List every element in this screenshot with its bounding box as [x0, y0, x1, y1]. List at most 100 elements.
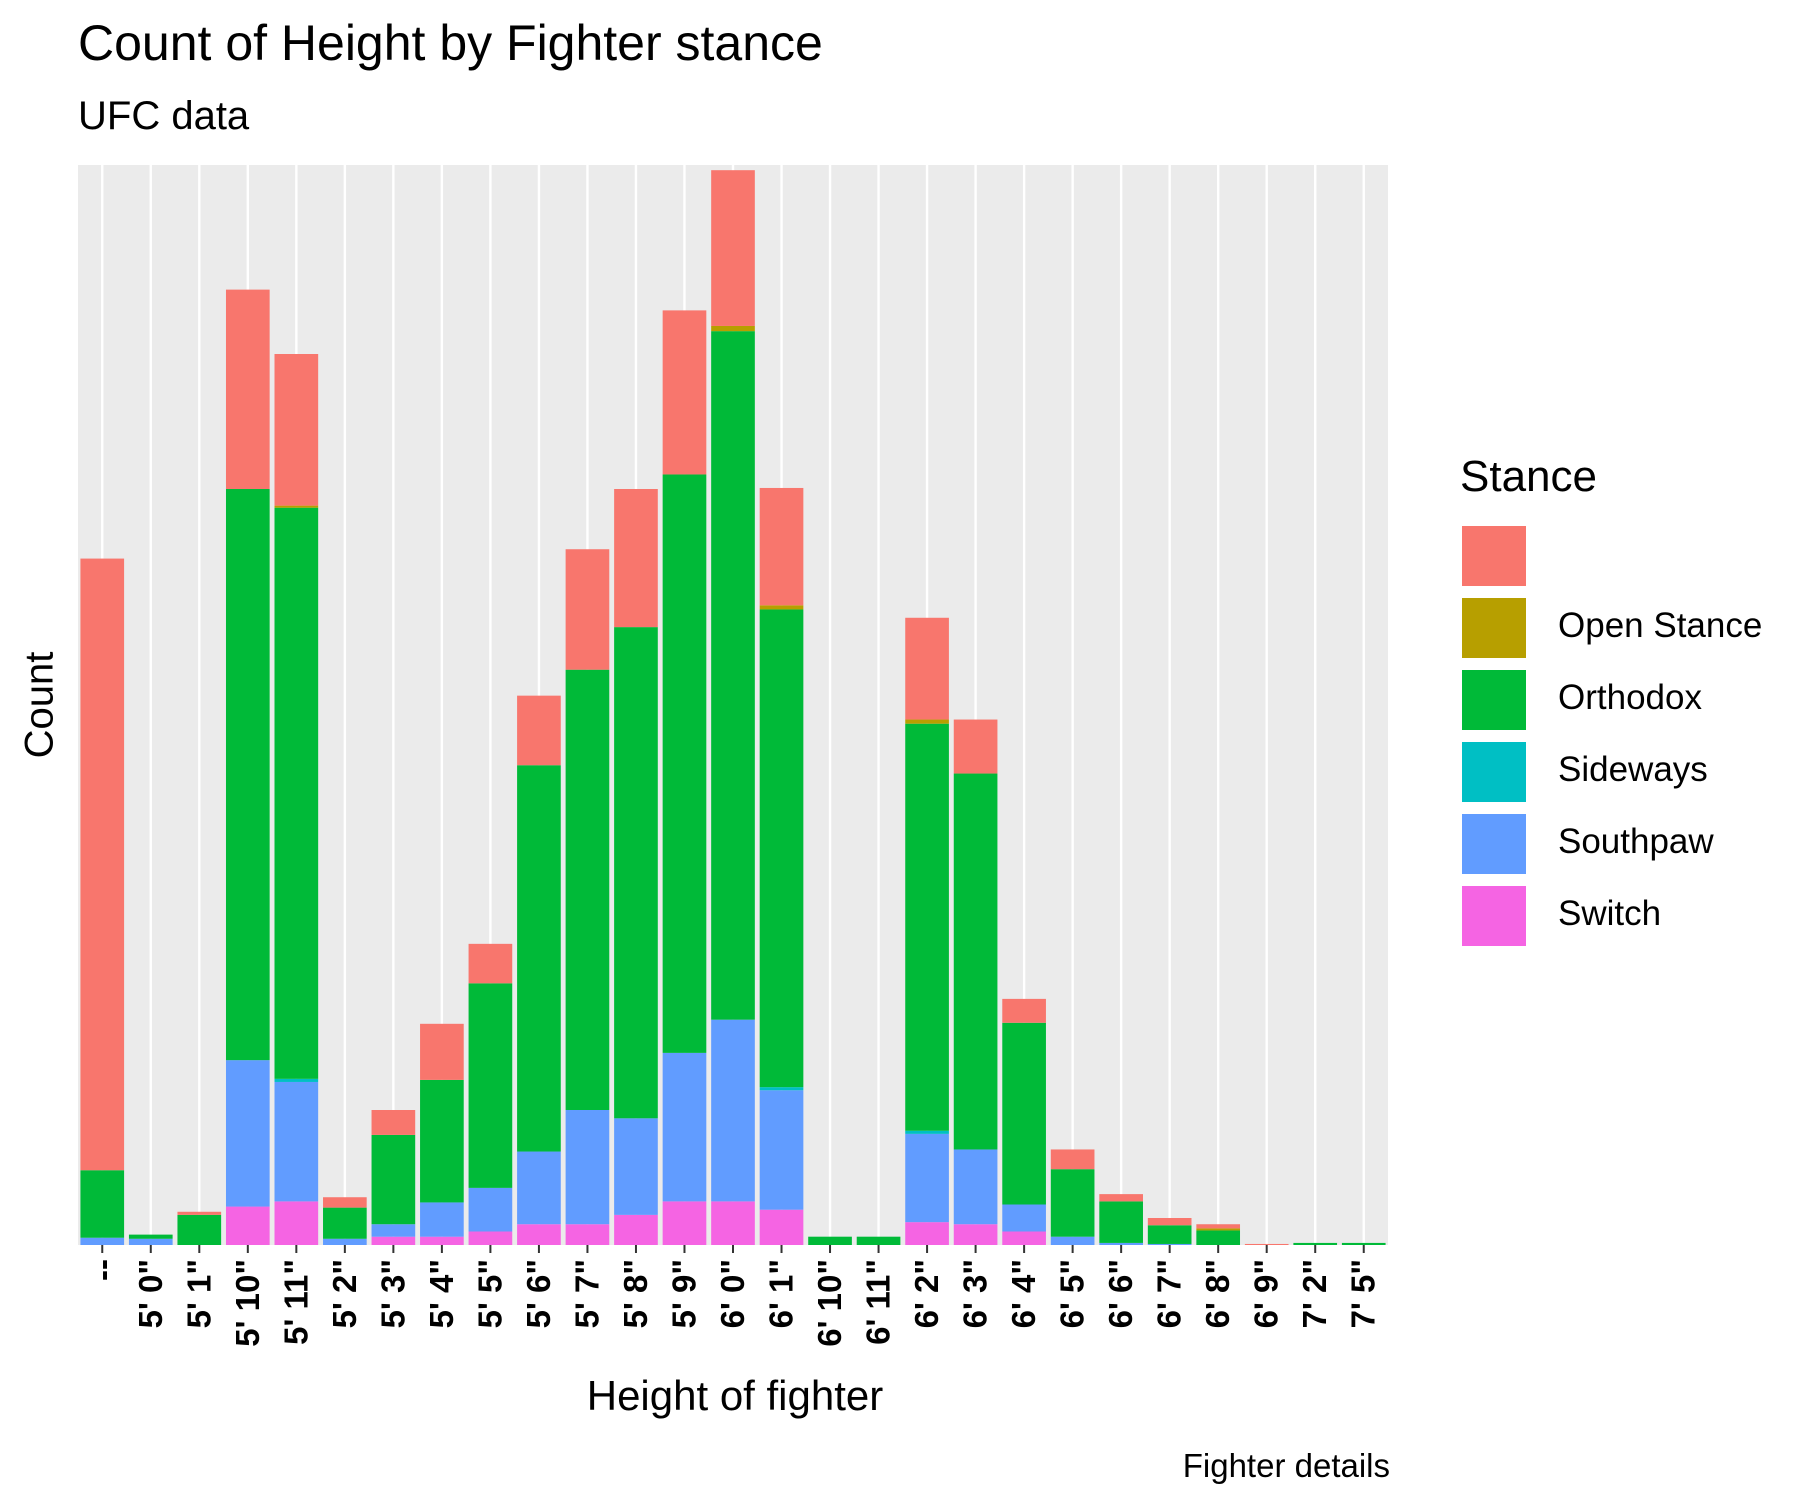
bar-segment: [662, 474, 707, 1053]
bar-segment: [1147, 1225, 1192, 1244]
legend-item: Southpaw: [1460, 808, 1780, 880]
x-tick-label: 5' 7": [568, 1259, 605, 1328]
bar-segment: [517, 1151, 561, 1225]
bar-segment: [1196, 1224, 1241, 1229]
bar-segment: [517, 765, 561, 1152]
bar-segment: [371, 1224, 416, 1237]
bar-segment: [759, 1087, 804, 1091]
bar-segment: [323, 1238, 367, 1245]
legend-label: Orthodox: [1558, 678, 1702, 717]
bar-segment: [1002, 1022, 1046, 1205]
bar-segment: [80, 1237, 125, 1245]
bar-segment: [468, 1187, 513, 1232]
x-tick-label: 6' 3": [957, 1259, 994, 1328]
bar-segment: [225, 489, 270, 1061]
bar-segment: [905, 1222, 949, 1245]
bar-segment: [177, 1214, 222, 1245]
x-tick-label: 5' 1": [180, 1259, 217, 1328]
x-tick-label: 5' 0": [132, 1259, 169, 1328]
chart-title: Count of Height by Fighter stance: [78, 15, 823, 71]
x-tick-label: 6' 5": [1054, 1259, 1091, 1328]
bar-segment: [759, 609, 804, 1088]
x-tick-label: 5' 3": [374, 1259, 411, 1328]
x-tick-label: 6' 1": [763, 1259, 800, 1328]
x-tick-label: 5' 8": [617, 1259, 654, 1328]
x-tick-label: 7' 2": [1296, 1259, 1333, 1328]
legend-key-swatch: [1460, 812, 1528, 876]
bar-segment: [759, 605, 804, 610]
legend-key-swatch: [1460, 668, 1528, 732]
bar-segment: [953, 719, 998, 774]
bar-segment: [177, 1211, 222, 1215]
legend-key-swatch: [1460, 740, 1528, 804]
x-tick-label: 6' 11": [860, 1259, 897, 1345]
x-tick-label: 7' 5": [1345, 1259, 1382, 1328]
bar-segment: [420, 1202, 464, 1237]
bar-segment: [468, 943, 513, 984]
bar-segment: [420, 1023, 464, 1080]
bar-segment: [323, 1207, 367, 1239]
bar-segment: [662, 1052, 707, 1202]
bar-segment: [953, 1149, 998, 1225]
bar-segment: [371, 1134, 416, 1225]
x-tick-label: 5' 2": [326, 1259, 363, 1328]
bar-segment: [1002, 1231, 1046, 1245]
bar-segment: [1196, 1230, 1241, 1245]
legend-label: Southpaw: [1558, 822, 1714, 861]
legend-key-swatch: [1460, 596, 1528, 660]
bar-segment: [468, 983, 513, 1188]
bar-segment: [420, 1236, 464, 1245]
x-axis-label: Height of fighter: [586, 1372, 884, 1419]
bar-segment: [905, 723, 949, 1131]
bar-segment: [225, 1060, 270, 1207]
x-tick-label: 6' 7": [1151, 1259, 1188, 1328]
bar-segment: [1002, 998, 1046, 1023]
bar-segment: [517, 1224, 561, 1245]
bar-segment: [565, 549, 610, 670]
bar-segment: [565, 669, 610, 1110]
bar-segment: [614, 1118, 658, 1215]
bar-segment: [953, 1224, 998, 1245]
bar-segment: [1099, 1194, 1143, 1202]
bar-segment: [468, 1231, 513, 1245]
bar-segment: [274, 507, 319, 1079]
bar-segment: [225, 289, 270, 489]
bar-segment: [1147, 1243, 1192, 1245]
bar-segment: [759, 487, 804, 606]
legend-title: Stance: [1460, 452, 1597, 501]
chart-subtitle: UFC data: [78, 94, 250, 138]
bar-segment: [711, 1201, 755, 1245]
bar-segment: [371, 1236, 416, 1245]
legend-label: Sideways: [1558, 750, 1708, 789]
legend-item: [1460, 520, 1780, 592]
legend-label: Open Stance: [1558, 606, 1763, 645]
bar-segment: [711, 1019, 755, 1202]
bar-segment: [614, 627, 658, 1119]
bar-segment: [953, 773, 998, 1150]
bar-segment: [759, 1090, 804, 1210]
legend-label: Switch: [1558, 894, 1662, 933]
bar-segment: [1002, 1204, 1046, 1232]
bar-segment: [274, 505, 319, 508]
bar-segment: [905, 1130, 949, 1134]
x-tick-label: 6' 6": [1102, 1259, 1139, 1328]
bar-segment: [614, 1214, 658, 1245]
bar-segment: [905, 719, 949, 724]
x-tick-label: 5' 6": [520, 1259, 557, 1328]
bar-segment: [80, 558, 125, 1171]
bar-segment: [856, 1236, 901, 1245]
bar-segment: [711, 331, 755, 1020]
chart-caption: Fighter details: [1182, 1447, 1390, 1484]
legend-item: Switch: [1460, 880, 1780, 952]
x-tick-label: 6' 0": [714, 1259, 751, 1328]
bar-segment: [614, 489, 658, 628]
bar-segment: [905, 1133, 949, 1223]
x-tick-label: 5' 5": [471, 1259, 508, 1328]
bar-segment: [128, 1234, 173, 1239]
x-tick-label: 6' 2": [908, 1259, 945, 1328]
bar-segment: [1293, 1242, 1338, 1245]
bar-segment: [517, 695, 561, 766]
legend-item: Open Stance: [1460, 592, 1780, 664]
bar-segment: [1099, 1201, 1143, 1243]
